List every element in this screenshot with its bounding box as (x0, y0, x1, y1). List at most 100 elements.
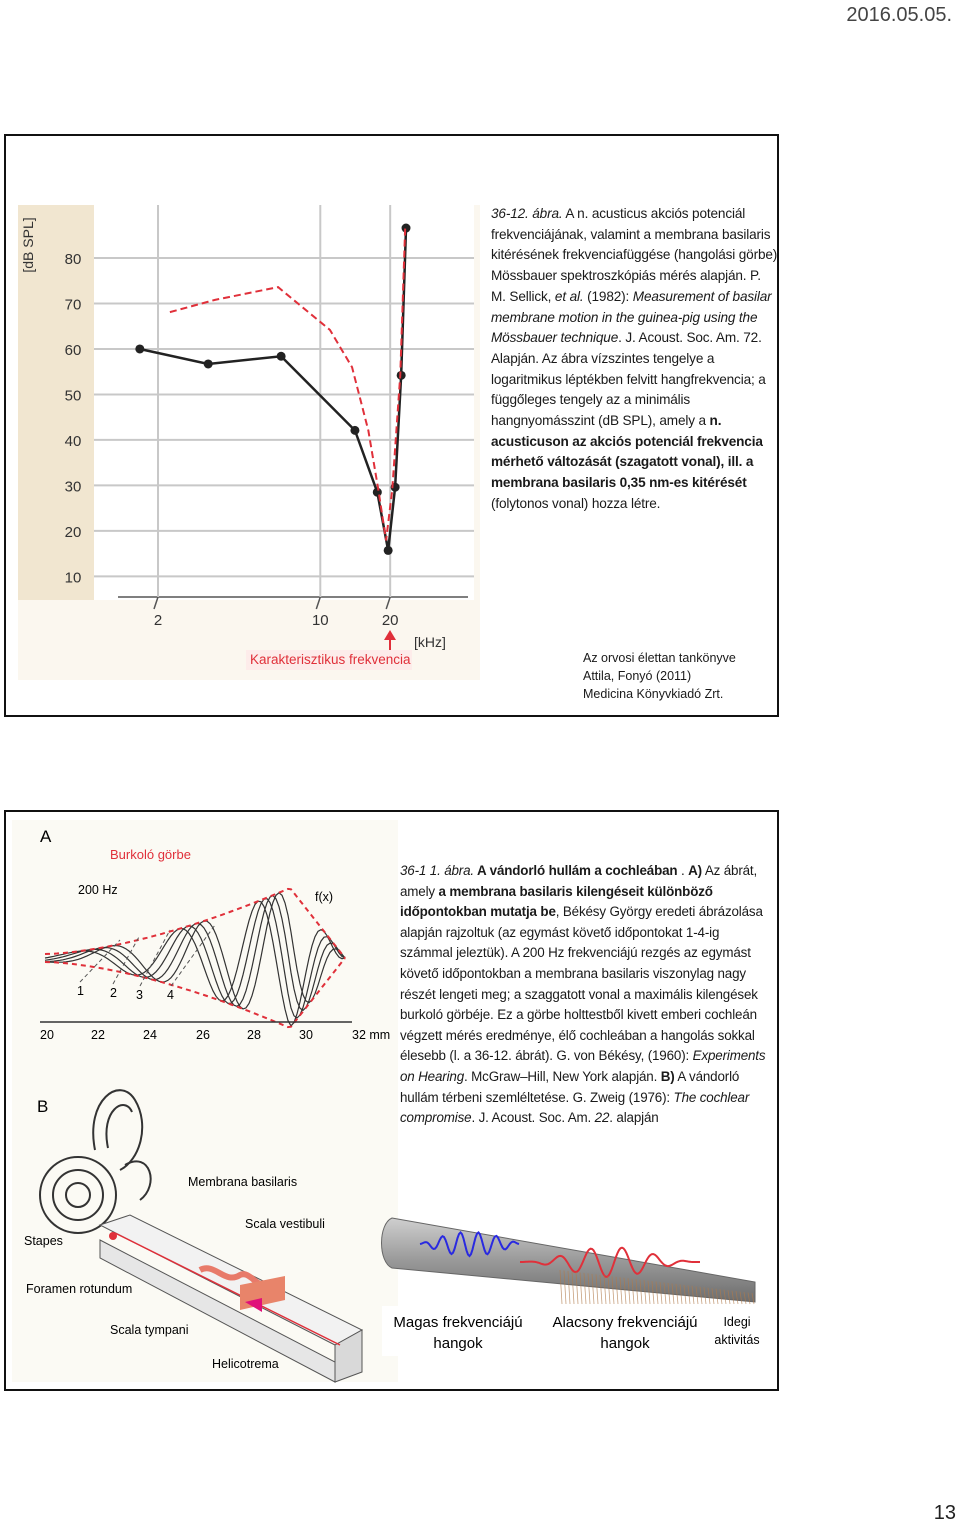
nerve-fiber (671, 1283, 675, 1305)
nerve-fiber (559, 1269, 563, 1305)
nerve-fiber (591, 1273, 595, 1305)
y-axis-label: [dB SPL] (20, 217, 36, 272)
nerve-fiber (663, 1282, 667, 1305)
y-tick-label: 20 (65, 524, 82, 541)
nerve-fiber (579, 1272, 583, 1305)
x-tick (153, 596, 159, 610)
axis-label: 22 (91, 1028, 105, 1042)
nerve-fiber (575, 1271, 579, 1305)
nerve-fiber (587, 1273, 591, 1305)
wave-curve (44, 892, 346, 1010)
nerve-fiber (707, 1287, 711, 1305)
tube-label: Magas frekvenciájú (393, 1314, 522, 1331)
x-tick-label: 10 (312, 612, 329, 629)
nerve-fiber (683, 1284, 687, 1305)
data-point (401, 223, 411, 233)
series-line (169, 227, 407, 541)
nerve-fiber (743, 1292, 747, 1305)
tuning-chart: 10 20 30 40 50 60 70 80 2 10 20 (65, 205, 474, 629)
label-band (382, 1306, 766, 1356)
y-tick-label: 40 (65, 433, 82, 450)
x-tick-label: 2 (154, 612, 162, 629)
caption-part: , Békésy György eredeti ábrázolása alapj… (400, 904, 763, 1064)
function-label: f(x) (315, 890, 333, 904)
nerve-fiber (607, 1275, 611, 1305)
leader-line (139, 929, 171, 987)
nerve-activity (559, 1269, 755, 1305)
anatomy-label: Scala vestibuli (245, 1217, 325, 1231)
leader-line (79, 939, 121, 983)
nerve-fiber (735, 1291, 739, 1305)
leader-line (170, 924, 216, 987)
nerve-fiber (611, 1276, 615, 1305)
anatomy-label: Foramen rotundum (26, 1282, 132, 1296)
leader-line (112, 934, 141, 985)
y-tick-label: 30 (65, 478, 82, 495)
caption: 36-1 1. ábra. A vándorló hullám a cochle… (400, 861, 772, 1129)
slide-frame (4, 134, 779, 717)
y-tick-label: 50 (65, 387, 82, 404)
caption-part: . (677, 863, 689, 878)
nerve-fiber (747, 1292, 751, 1305)
arrow-head (384, 630, 396, 640)
nerve-fiber (619, 1277, 623, 1305)
caption-part: A) (688, 863, 702, 878)
caption-part: Az ábrát, amely (400, 863, 758, 899)
caption-part: n. acusticuson az akciós potenciál frekv… (491, 413, 763, 491)
nerve-fiber (563, 1270, 567, 1305)
data-point (135, 344, 145, 354)
nerve-fiber (643, 1280, 647, 1305)
cochlea-duct (98, 1214, 364, 1383)
nerve-fiber (655, 1281, 659, 1305)
nerve-fiber (751, 1292, 755, 1305)
axis-band (18, 205, 94, 600)
source-line: Medicina Könyvkiadó Zrt. (583, 687, 724, 701)
nerve-fiber (731, 1290, 735, 1305)
axis-label: 32 mm (352, 1028, 390, 1042)
nerve-fiber (695, 1286, 699, 1305)
caption-part: 36-1 1. ábra. (400, 863, 474, 878)
data-point (276, 351, 286, 361)
date: 2016.05.05. (846, 4, 952, 26)
nerve-fiber (739, 1291, 743, 1305)
x-tick-label: 20 (382, 612, 399, 629)
tube (381, 1217, 756, 1303)
x-tick (385, 596, 391, 610)
nerve-fiber (687, 1285, 691, 1305)
data-point (372, 487, 382, 497)
nerve-fiber (635, 1279, 639, 1305)
nerve-fiber (703, 1287, 707, 1305)
tube-label: hangok (433, 1335, 483, 1352)
nerve-fiber (715, 1288, 719, 1305)
nerve-fiber (639, 1279, 643, 1305)
panel-label: B (37, 1097, 48, 1116)
anatomy-label: Stapes (24, 1234, 63, 1248)
caption-part: . alapján (609, 1110, 659, 1126)
nerve-fiber (623, 1277, 627, 1305)
plot-area (94, 205, 474, 600)
y-tick-label: 60 (65, 342, 82, 359)
nerve-fiber (723, 1289, 727, 1305)
nerve-fiber (603, 1275, 607, 1305)
nerve-fiber (659, 1281, 663, 1305)
nerve-fiber (631, 1278, 635, 1305)
y-tick-label: 70 (65, 297, 82, 314)
anatomy-label: Membrana basilaris (188, 1175, 297, 1189)
nerve-fiber (679, 1284, 683, 1305)
caption-part: . J. Acoust. Soc. Am. (471, 1110, 595, 1126)
axis-label: 20 (40, 1028, 54, 1042)
nerve-fiber (651, 1281, 655, 1305)
tube-label: Alacsony frekvenciájú (552, 1314, 697, 1331)
caption-part: A vándorló hullám a cochleában (473, 863, 678, 878)
caption-part: (1982): (583, 288, 633, 304)
x-unit: [kHz] (414, 634, 446, 650)
caption-part: a membrana basilaris kilengéseit különbö… (400, 883, 713, 920)
source-line: Attila, Fonyó (2011) (583, 669, 692, 683)
caption-part: Experiments on Hearing (400, 1048, 766, 1084)
nerve-fiber (567, 1270, 571, 1305)
nerve-fiber (699, 1286, 703, 1305)
caption-part: B) (660, 1068, 675, 1084)
curve-label: 3 (136, 988, 143, 1002)
